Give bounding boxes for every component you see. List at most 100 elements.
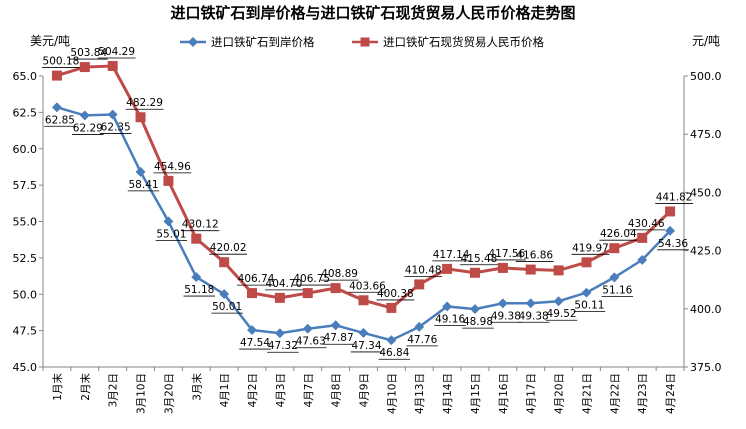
arrival-price-data-label: 62.35 <box>101 122 131 134</box>
legend: 进口铁矿石到岸价格 进口铁矿石现货贸易人民币价格 <box>180 35 544 49</box>
arrival-price-data-label: 46.84 <box>379 347 409 359</box>
spot-price-marker <box>525 264 536 275</box>
spot-price-marker <box>302 288 313 299</box>
arrival-price-marker <box>581 287 592 298</box>
arrival-price-data-label: 47.63 <box>296 336 326 348</box>
left-tick-label: 47.5 <box>13 325 38 338</box>
arrival-price-data-label: 47.34 <box>351 340 381 352</box>
x-tick-label: 2月末 <box>79 373 92 401</box>
x-tick-label: 4月20日 <box>554 373 566 414</box>
legend-label-arrival-price: 进口铁矿石到岸价格 <box>211 35 315 49</box>
x-tick-label: 4月8日 <box>331 373 343 407</box>
arrival-price-data-label: 55.01 <box>156 228 186 240</box>
spot-price-marker <box>581 257 592 268</box>
right-tick-label: 500.0 <box>690 70 722 83</box>
spot-price-data-label: 430.12 <box>182 219 219 231</box>
arrival-price-data-label: 50.11 <box>574 300 604 312</box>
arrival-price-marker <box>442 301 453 312</box>
spot-price-marker <box>107 61 118 72</box>
arrival-price-marker <box>274 328 285 339</box>
right-tick-label: 475.0 <box>690 128 722 141</box>
arrival-price-marker <box>358 328 369 338</box>
spot-price-marker <box>79 62 90 73</box>
x-tick-label: 4月22日 <box>609 373 621 414</box>
x-tick-label: 4月13日 <box>414 373 426 414</box>
arrival-price-data-label: 62.85 <box>45 114 75 126</box>
x-tick-label: 4月24日 <box>665 373 677 414</box>
spot-price-marker <box>442 263 453 274</box>
spot-price-marker <box>553 265 564 276</box>
arrival-price-data-label: 62.29 <box>73 122 103 134</box>
spot-price-data-label: 454.96 <box>154 161 191 173</box>
arrival-price-marker <box>386 335 397 346</box>
spot-price-data-label: 415.48 <box>461 253 498 265</box>
right-tick-label: 375.0 <box>690 361 722 374</box>
spot-price-marker <box>497 262 508 273</box>
spot-price-marker <box>274 292 285 303</box>
x-tick-label: 1月末 <box>51 373 64 401</box>
x-tick-label: 4月3日 <box>275 373 287 407</box>
spot-price-data-label: 400.38 <box>377 288 414 300</box>
arrival-price-marker <box>79 110 90 121</box>
arrival-price-data-label: 51.16 <box>602 284 632 296</box>
arrival-price-data-label: 47.32 <box>268 340 298 352</box>
x-tick-label: 3月20日 <box>163 373 175 414</box>
legend-marker-arrival-price <box>188 37 198 47</box>
spot-price-marker <box>469 267 480 278</box>
spot-price-data-label: 426.04 <box>600 228 637 240</box>
x-tick-label: 4月15日 <box>470 373 482 414</box>
arrival-price-data-label: 47.87 <box>324 332 354 344</box>
spot-price-data-label: 404.70 <box>266 278 303 290</box>
arrival-price-marker <box>51 102 62 113</box>
spot-price-data-label: 417.14 <box>433 249 470 261</box>
arrival-price-data-label: 51.18 <box>184 284 214 296</box>
spot-price-marker <box>163 175 174 186</box>
arrival-price-data-label: 58.41 <box>129 179 159 191</box>
spot-price-data-label: 408.89 <box>321 268 358 280</box>
arrival-price-marker <box>135 166 146 177</box>
spot-price-marker <box>330 283 341 294</box>
arrival-price-data-label: 50.01 <box>212 301 242 313</box>
spot-price-marker <box>51 70 62 81</box>
axes: 45.0 47.5 50.0 52.5 55.0 57.5 60.0 62.5 65.0 375.… <box>13 70 722 414</box>
arrival-price-marker <box>553 296 564 307</box>
spot-price-data-label: 482.29 <box>126 97 163 109</box>
arrival-price-marker <box>414 321 425 332</box>
x-tick-label: 4月21日 <box>581 373 593 414</box>
x-tick-label: 4月9日 <box>359 373 371 407</box>
arrival-price-marker <box>637 254 648 265</box>
spot-price-marker <box>414 279 425 290</box>
spot-price-marker <box>386 302 397 313</box>
x-tick-label: 3月2日 <box>108 373 120 407</box>
arrival-price-marker <box>330 320 341 331</box>
left-tick-label: 60.0 <box>13 143 38 156</box>
spot-price-data-label: 504.29 <box>98 46 135 58</box>
arrival-price-data-label: 49.16 <box>435 313 465 325</box>
left-tick-label: 55.0 <box>13 216 38 229</box>
spot-price-data-label: 419.97 <box>572 242 609 254</box>
spot-price-marker <box>247 288 258 299</box>
spot-price-marker <box>135 112 146 123</box>
left-tick-label: 57.5 <box>13 179 38 192</box>
spot-price-data-label: 403.66 <box>349 280 386 292</box>
right-tick-label: 425.0 <box>690 245 722 258</box>
arrival-price-marker <box>609 272 620 283</box>
spot-price-data-label: 406.74 <box>238 273 275 285</box>
spot-price-data-label: 420.02 <box>210 242 247 254</box>
left-tick-label: 52.5 <box>13 252 38 265</box>
x-tick-label: 3月末 <box>190 373 203 401</box>
left-tick-label: 50.0 <box>13 288 38 301</box>
x-tick-label: 4月2日 <box>247 373 259 407</box>
x-tick-label: 4月16日 <box>498 373 510 414</box>
x-tick-label: 4月1日 <box>219 373 231 407</box>
spot-price-data-label: 406.75 <box>293 273 330 285</box>
spot-price-marker <box>665 206 676 217</box>
spot-price-data-label: 410.48 <box>405 264 442 276</box>
x-tick-label: 4月10日 <box>386 373 398 414</box>
spot-price-data-label: 430.46 <box>628 218 665 230</box>
spot-price-data-label: 441.82 <box>656 191 693 203</box>
left-axis-unit: 美元/吨 <box>30 34 70 48</box>
arrival-price-marker <box>191 272 202 283</box>
arrival-price-data-label: 49.52 <box>547 308 577 320</box>
arrival-price-marker <box>302 323 313 334</box>
